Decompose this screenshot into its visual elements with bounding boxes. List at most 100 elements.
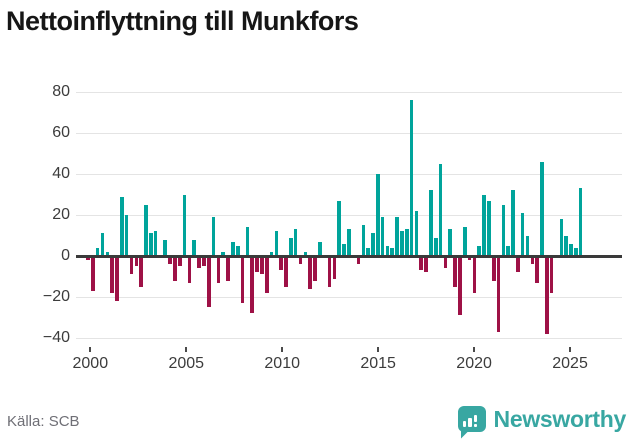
bar (313, 256, 317, 281)
bar (245, 227, 250, 256)
bar (192, 239, 197, 256)
bar (255, 256, 259, 273)
x-axis-tick (185, 347, 188, 352)
x-axis-tick (473, 347, 476, 352)
bar (86, 256, 90, 261)
bar (409, 100, 414, 256)
bar (303, 251, 308, 256)
bar (511, 190, 515, 256)
bar (120, 196, 124, 256)
y-axis-label: 60 (52, 124, 70, 141)
bar (516, 256, 520, 273)
bar (414, 210, 419, 256)
y-axis-label: 0 (61, 247, 70, 264)
x-axis-tick (377, 347, 380, 352)
bar (327, 256, 332, 287)
x-axis-label: 2005 (168, 355, 205, 372)
bar (95, 247, 100, 256)
bar (221, 251, 226, 256)
bar (293, 229, 298, 256)
y-axis-label: −20 (42, 288, 70, 305)
bar (177, 256, 182, 267)
bar (501, 204, 506, 256)
x-axis-label: 2025 (552, 355, 588, 372)
bar (385, 245, 390, 256)
y-axis-label: 20 (52, 206, 70, 223)
bar (438, 163, 443, 256)
bar-icon-tall (468, 418, 472, 427)
bar (182, 194, 187, 256)
exclamation-icon-dot (473, 424, 478, 427)
source-label: Källa: SCB (7, 413, 80, 430)
gridline (76, 215, 622, 216)
bar (574, 247, 578, 256)
bar (308, 256, 312, 289)
bar (433, 237, 438, 256)
bar (153, 231, 158, 256)
bar (274, 231, 279, 256)
bar (284, 256, 288, 287)
x-axis-tick (569, 347, 572, 352)
bar (260, 256, 264, 275)
bar (530, 256, 535, 265)
bar (163, 239, 168, 256)
bar (298, 256, 303, 265)
bar (332, 256, 337, 279)
bar (124, 215, 129, 256)
bar (578, 188, 583, 256)
bar (429, 190, 433, 256)
bar (211, 217, 216, 256)
bar (376, 174, 380, 256)
newsworthy-logo[interactable]: Newsworthy (457, 402, 627, 439)
bar (462, 227, 467, 256)
bar (337, 200, 341, 256)
x-axis-label: 2000 (72, 355, 109, 372)
bar (448, 229, 453, 256)
newsworthy-speech-bubble-chart-icon (457, 406, 486, 439)
bar (168, 256, 172, 265)
gridline (76, 92, 622, 93)
bar (564, 235, 568, 256)
gridline (76, 338, 622, 339)
bar (264, 256, 269, 293)
bar (390, 247, 395, 256)
gridline (76, 133, 622, 134)
bar (487, 200, 491, 256)
bar (91, 256, 95, 291)
bar (549, 256, 554, 293)
x-axis-tick (89, 347, 92, 352)
bar (366, 247, 370, 256)
bar (105, 251, 110, 256)
y-axis-label: 40 (52, 165, 70, 182)
x-axis-tick (281, 347, 284, 352)
bar (569, 243, 573, 256)
bar (226, 256, 230, 281)
bar (279, 256, 283, 271)
bar (482, 194, 486, 256)
bar (400, 231, 404, 256)
bar (540, 161, 544, 256)
bar (419, 256, 424, 271)
bar (100, 233, 105, 256)
bar (216, 256, 221, 283)
x-axis-label: 2010 (264, 355, 300, 372)
gridline (76, 297, 622, 298)
bar (472, 256, 477, 293)
bar (424, 256, 428, 273)
newsworthy-wordmark: Newsworthy (493, 405, 627, 432)
speech-bubble-tail (460, 430, 470, 439)
bar (458, 256, 462, 316)
bar (173, 256, 177, 281)
bar (361, 225, 366, 256)
bar (129, 256, 134, 275)
bar (235, 245, 240, 256)
bar (443, 256, 448, 269)
bar (240, 256, 245, 304)
bar (318, 241, 322, 256)
bar (342, 243, 346, 256)
bar (110, 256, 114, 293)
bar (269, 251, 274, 256)
bar (404, 229, 409, 256)
y-axis-label: −40 (42, 329, 70, 346)
